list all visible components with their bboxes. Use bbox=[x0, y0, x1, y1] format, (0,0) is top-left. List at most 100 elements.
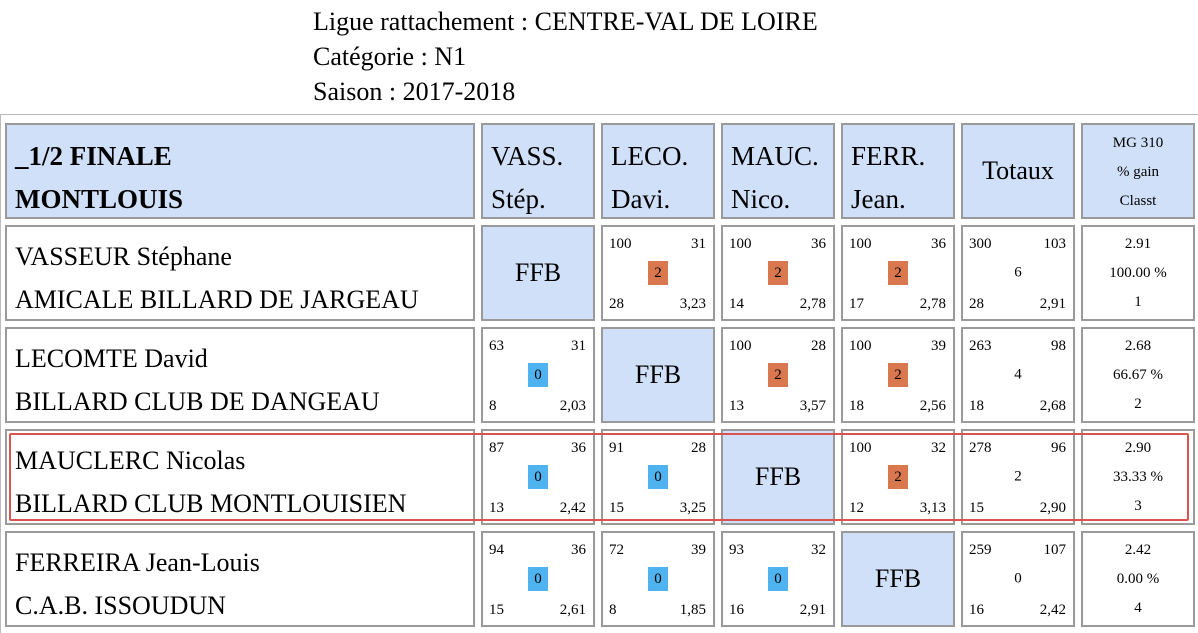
total-points: 263 bbox=[969, 338, 992, 354]
total-innings: 103 bbox=[1043, 236, 1067, 252]
match-high-run: 8 bbox=[609, 602, 617, 618]
column-header: LECO. Davi. bbox=[601, 123, 715, 219]
match-average: 2,61 bbox=[559, 602, 586, 618]
player-name: MAUCLERC Nicolas bbox=[15, 446, 246, 475]
column-header-abbr: MAUC. bbox=[731, 141, 819, 171]
total-match-points: 4 bbox=[1014, 366, 1022, 383]
results-table: _1/2 FINALE MONTLOUIS VASS. Stép. LECO. Davi.… bbox=[0, 114, 1198, 633]
match-high-run: 17 bbox=[849, 296, 864, 312]
categorie-line: Catégorie : N1 bbox=[313, 42, 467, 71]
total-points: 278 bbox=[969, 440, 992, 456]
mg-header-line: MG 310 bbox=[1112, 134, 1164, 151]
saison-line: Saison : 2017-2018 bbox=[313, 77, 516, 106]
match-innings: 36 bbox=[571, 440, 586, 456]
match-average: 2,78 bbox=[799, 296, 826, 312]
match-high-run: 16 bbox=[729, 602, 744, 618]
win-percentage: 66.67 % bbox=[1113, 366, 1163, 383]
match-result-badge: 2 bbox=[648, 261, 668, 285]
match-average: 3,23 bbox=[679, 296, 706, 312]
match-points: 100 bbox=[729, 338, 752, 354]
general-average: 2.42 bbox=[1124, 541, 1152, 558]
player-name: FERREIRA Jean-Louis bbox=[15, 548, 260, 577]
match-cell: 100 28 13 3,57 2 bbox=[721, 327, 835, 423]
match-result-badge: 0 bbox=[768, 567, 788, 591]
column-header-firstname: Nico. bbox=[731, 184, 791, 214]
total-innings: 96 bbox=[1051, 440, 1066, 456]
total-match-points: 6 bbox=[1014, 264, 1022, 281]
win-percentage: 33.33 % bbox=[1113, 468, 1163, 485]
total-match-points: 0 bbox=[1014, 570, 1022, 587]
total-high-run: 16 bbox=[969, 602, 984, 618]
match-cell: 94 36 15 2,61 0 bbox=[481, 531, 595, 627]
player-club: AMICALE BILLARD DE JARGEAU bbox=[15, 285, 419, 314]
match-innings: 39 bbox=[931, 338, 946, 354]
ffb-cell: FFB bbox=[721, 429, 835, 525]
match-innings: 36 bbox=[571, 542, 586, 558]
match-innings: 36 bbox=[931, 236, 946, 252]
match-result-badge: 0 bbox=[528, 465, 548, 489]
column-header-firstname: Jean. bbox=[851, 184, 906, 214]
rank-header-line: Classt bbox=[1119, 192, 1157, 209]
match-innings: 36 bbox=[811, 236, 826, 252]
corner-subtitle: MONTLOUIS bbox=[15, 184, 184, 214]
match-cell: 100 39 18 2,56 2 bbox=[841, 327, 955, 423]
ffb-label: FFB bbox=[874, 564, 922, 593]
general-average: 2.68 bbox=[1124, 337, 1152, 354]
match-points: 87 bbox=[489, 440, 504, 456]
match-average: 2,91 bbox=[799, 602, 826, 618]
match-points: 100 bbox=[609, 236, 632, 252]
match-points: 91 bbox=[609, 440, 624, 456]
ffb-cell: FFB bbox=[481, 225, 595, 321]
total-points: 300 bbox=[969, 236, 992, 252]
totals-cell: 300 103 6 28 2,91 bbox=[961, 225, 1075, 321]
match-cell: 91 28 15 3,25 0 bbox=[601, 429, 715, 525]
match-points: 94 bbox=[489, 542, 504, 558]
match-points: 63 bbox=[489, 338, 504, 354]
player-cell: LECOMTE David BILLARD CLUB DE DANGEAU bbox=[5, 327, 475, 423]
ranking: 3 bbox=[1134, 497, 1142, 514]
page-header: Ligue rattachement : CENTRE-VAL DE LOIRE… bbox=[313, 4, 818, 109]
totals-cell: 263 98 4 18 2,68 bbox=[961, 327, 1075, 423]
total-average: 2,42 bbox=[1039, 602, 1066, 618]
totals-header-label: Totaux bbox=[982, 156, 1054, 185]
match-cell: 93 32 16 2,91 0 bbox=[721, 531, 835, 627]
match-result-badge: 2 bbox=[768, 363, 788, 387]
total-high-run: 28 bbox=[969, 296, 984, 312]
column-header-abbr: LECO. bbox=[611, 141, 689, 171]
ffb-label: FFB bbox=[754, 462, 802, 491]
player-cell: MAUCLERC Nicolas BILLARD CLUB MONTLOUISIE… bbox=[5, 429, 475, 525]
total-innings: 98 bbox=[1051, 338, 1066, 354]
match-result-badge: 0 bbox=[648, 465, 668, 489]
match-high-run: 12 bbox=[849, 500, 864, 516]
gain-header-line: % gain bbox=[1116, 163, 1160, 180]
match-average: 2,03 bbox=[559, 398, 586, 414]
match-high-run: 15 bbox=[609, 500, 624, 516]
ffb-label: FFB bbox=[634, 360, 682, 389]
match-innings: 32 bbox=[931, 440, 946, 456]
ffb-label: FFB bbox=[514, 258, 562, 287]
player-club: BILLARD CLUB MONTLOUISIEN bbox=[15, 489, 407, 518]
summary-cell: 2.90 33.33 % 3 bbox=[1081, 429, 1195, 525]
total-points: 259 bbox=[969, 542, 992, 558]
match-innings: 28 bbox=[691, 440, 706, 456]
match-average: 1,85 bbox=[679, 602, 706, 618]
general-average: 2.90 bbox=[1124, 439, 1152, 456]
match-average: 2,78 bbox=[919, 296, 946, 312]
win-percentage: 100.00 % bbox=[1109, 264, 1167, 281]
summary-cell: 2.42 0.00 % 4 bbox=[1081, 531, 1195, 627]
corner-title: _1/2 FINALE bbox=[15, 141, 172, 171]
general-average: 2.91 bbox=[1124, 235, 1152, 252]
match-average: 3,57 bbox=[799, 398, 826, 414]
player-club: C.A.B. ISSOUDUN bbox=[15, 591, 226, 620]
column-header: VASS. Stép. bbox=[481, 123, 595, 219]
match-cell: 100 31 28 3,23 2 bbox=[601, 225, 715, 321]
match-cell: 63 31 8 2,03 0 bbox=[481, 327, 595, 423]
ranking: 1 bbox=[1134, 293, 1142, 310]
match-result-badge: 2 bbox=[888, 363, 908, 387]
match-cell: 100 36 14 2,78 2 bbox=[721, 225, 835, 321]
column-header: FERR. Jean. bbox=[841, 123, 955, 219]
match-result-badge: 0 bbox=[528, 567, 548, 591]
match-result-badge: 2 bbox=[768, 261, 788, 285]
totals-header: Totaux bbox=[961, 123, 1075, 219]
ranking: 2 bbox=[1134, 395, 1142, 412]
